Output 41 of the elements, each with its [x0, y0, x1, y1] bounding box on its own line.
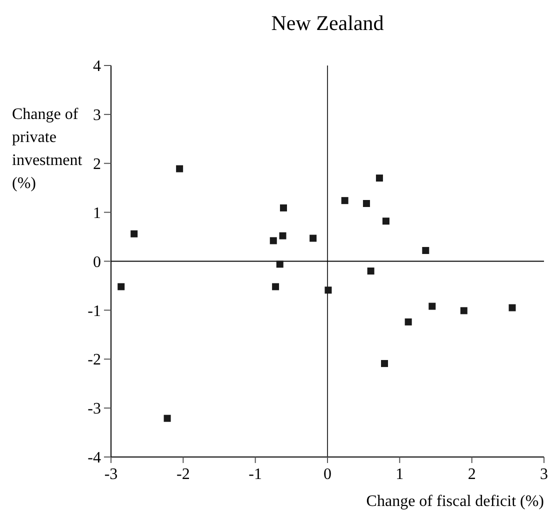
y-axis-title: Change of private investment (%) — [12, 106, 83, 192]
point — [164, 414, 171, 422]
x-tick-label: -2 — [176, 466, 190, 483]
point — [270, 237, 277, 244]
point — [310, 234, 317, 242]
point — [376, 174, 383, 182]
y-tick-label: -2 — [88, 352, 101, 369]
y-tick-label: 3 — [93, 107, 101, 124]
x-tick-label: 2 — [468, 466, 476, 483]
x-tick-label: 1 — [396, 466, 404, 483]
y-tick-label: -1 — [88, 302, 101, 320]
point — [362, 200, 370, 208]
point — [276, 260, 284, 268]
point — [508, 304, 516, 312]
point — [367, 268, 374, 275]
point — [428, 302, 436, 310]
x-tick-label: 0 — [324, 466, 332, 483]
point — [460, 307, 468, 314]
point — [341, 197, 348, 204]
point — [324, 286, 332, 294]
point — [381, 360, 388, 368]
point — [130, 230, 138, 238]
y-tick-label: -4 — [88, 450, 101, 467]
y-tick-label: 4 — [93, 58, 101, 76]
point — [176, 165, 184, 172]
point — [422, 246, 430, 254]
y-tick-label: -3 — [88, 400, 101, 418]
y-tick-label: 2 — [93, 156, 101, 173]
point — [118, 283, 125, 290]
x-tick-label: 3 — [540, 466, 548, 483]
x-tick-label: -3 — [104, 466, 118, 483]
point — [272, 283, 280, 290]
point — [279, 232, 286, 240]
point — [280, 204, 287, 212]
point — [404, 318, 412, 326]
point — [382, 218, 390, 225]
x-axis-title: Change of fiscal deficit (%) — [366, 493, 544, 510]
y-tick-label: 1 — [93, 204, 101, 222]
chart-title: New Zealand — [271, 11, 384, 35]
x-tick-label: -1 — [248, 466, 262, 483]
y-tick-label: 0 — [93, 254, 101, 271]
